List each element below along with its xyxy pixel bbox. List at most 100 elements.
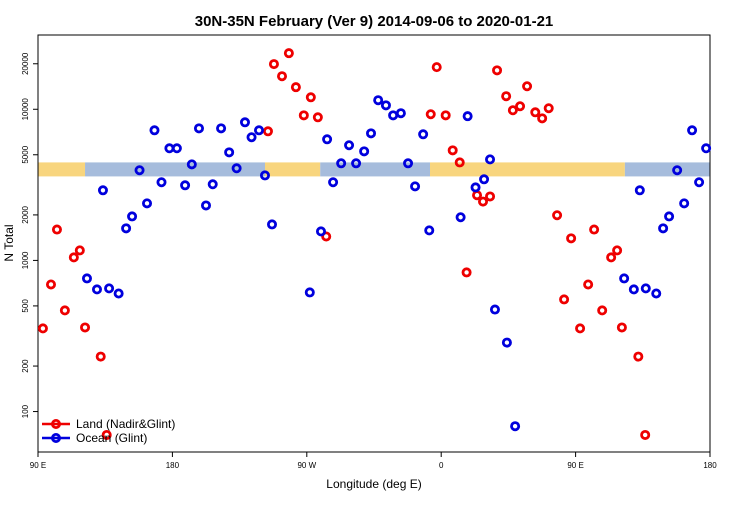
data-point — [507, 105, 518, 116]
x-tick-label: 180 — [166, 461, 180, 470]
data-point — [472, 190, 483, 201]
data-point — [501, 91, 512, 102]
data-point — [97, 185, 108, 196]
data-point — [485, 191, 496, 202]
data-point — [470, 182, 481, 193]
data-point — [489, 304, 500, 315]
data-point — [418, 129, 429, 140]
plot-frame — [37, 34, 711, 453]
y-axis-label: N Total — [2, 224, 16, 261]
surface-band — [624, 162, 710, 177]
data-point — [186, 159, 197, 170]
data-point — [455, 212, 466, 223]
y-tick-label: 100 — [21, 404, 30, 418]
data-point — [216, 123, 227, 134]
data-point — [566, 233, 577, 244]
data-point — [522, 81, 533, 92]
x-tick-label: 180 — [703, 461, 717, 470]
x-tick-label: 90 E — [30, 461, 46, 470]
data-point — [224, 147, 235, 158]
data-point — [277, 71, 288, 82]
data-point — [552, 210, 563, 221]
data-point — [431, 62, 442, 73]
data-point — [537, 113, 548, 124]
data-point — [305, 92, 316, 103]
data-point — [479, 174, 490, 185]
data-point — [283, 48, 294, 59]
data-point — [268, 59, 279, 70]
data-point — [634, 185, 645, 196]
data-point — [515, 101, 526, 112]
y-tick-label: 5000 — [21, 145, 30, 163]
x-axis-label: Longitude (deg E) — [326, 477, 421, 491]
data-point — [254, 125, 265, 136]
chart-title: 30N-35N February (Ver 9) 2014-09-06 to 2… — [195, 13, 554, 30]
data-point — [616, 322, 627, 333]
surface-band — [264, 162, 321, 177]
data-point — [679, 198, 690, 209]
data-point — [462, 111, 473, 122]
legend-label: Ocean (Glint) — [76, 431, 147, 445]
data-point — [447, 145, 458, 156]
data-point — [628, 284, 639, 295]
data-point — [68, 252, 79, 263]
data-point — [298, 110, 309, 121]
data-point — [606, 252, 617, 263]
data-point — [322, 134, 333, 145]
data-point — [101, 429, 112, 440]
data-point — [149, 125, 160, 136]
data-point — [589, 224, 600, 235]
data-point — [45, 279, 56, 290]
data-point — [694, 177, 705, 188]
y-tick-label: 20000 — [21, 52, 30, 75]
surface-band — [38, 162, 86, 177]
data-point — [267, 219, 278, 230]
data-point — [91, 284, 102, 295]
data-point — [121, 223, 132, 234]
y-tick-label: 500 — [21, 299, 30, 313]
data-point — [672, 165, 683, 176]
data-point — [425, 109, 436, 120]
legend-label: Land (Nadir&Glint) — [76, 417, 175, 431]
data-point — [651, 288, 662, 299]
legend-marker — [51, 418, 62, 429]
data-point — [193, 123, 204, 134]
data-point — [619, 273, 630, 284]
surface-band — [430, 162, 625, 177]
data-point — [239, 117, 250, 128]
data-point — [410, 181, 421, 192]
data-point — [200, 200, 211, 211]
data-point — [530, 107, 541, 118]
data-point — [180, 180, 191, 191]
data-point — [501, 337, 512, 348]
data-point — [373, 95, 384, 106]
data-point — [81, 273, 92, 284]
x-tick-label: 90 W — [297, 461, 316, 470]
data-point — [478, 196, 489, 207]
data-point — [612, 245, 623, 256]
data-point — [543, 103, 554, 114]
data-point — [171, 143, 182, 154]
data-point — [156, 177, 167, 188]
data-point — [583, 279, 594, 290]
data-point — [658, 223, 669, 234]
data-point — [687, 125, 698, 136]
x-tick-label: 0 — [439, 461, 444, 470]
data-point — [388, 110, 399, 121]
data-point — [485, 154, 496, 165]
data-point — [461, 267, 472, 278]
data-point — [701, 143, 712, 154]
data-point — [633, 351, 644, 362]
data-point — [304, 287, 315, 298]
data-point — [640, 283, 651, 294]
data-point — [492, 65, 503, 76]
data-point — [344, 140, 355, 151]
data-point — [424, 225, 435, 236]
data-point — [640, 429, 651, 440]
data-point — [454, 157, 465, 168]
data-point — [312, 112, 323, 123]
surface-band — [85, 162, 265, 177]
data-point — [440, 110, 451, 121]
data-point — [142, 198, 153, 209]
